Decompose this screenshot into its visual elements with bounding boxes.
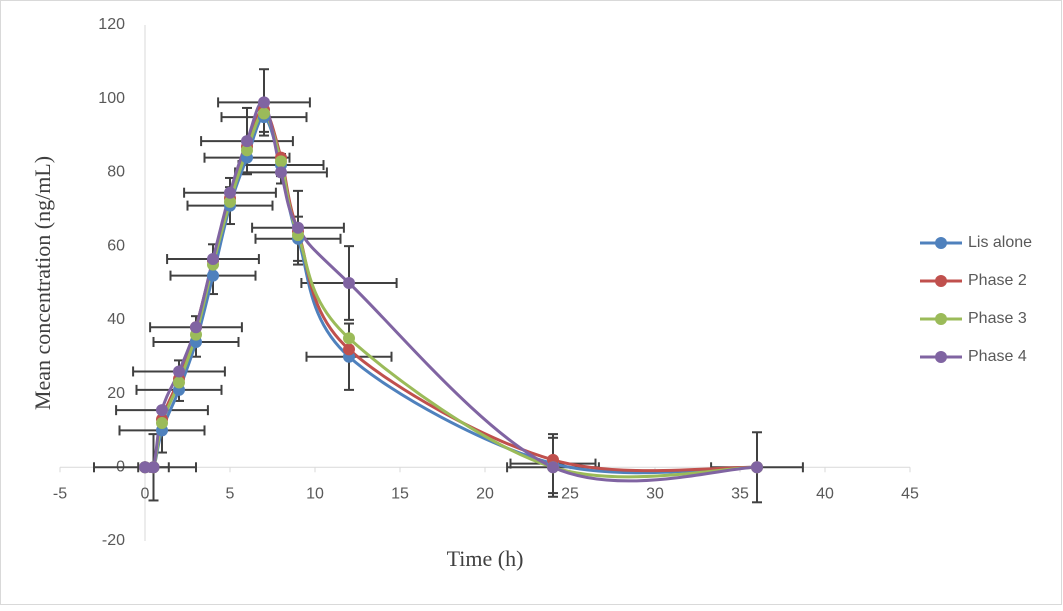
data-point [147,461,160,474]
data-point [207,269,219,282]
legend-label: Phase 2 [968,272,1027,289]
x-tick-label: -5 [53,486,67,503]
x-tick-label: 0 [141,486,150,503]
x-tick-label: 15 [391,486,409,503]
data-point [343,343,355,356]
data-point [241,135,253,148]
x-tick-label: 40 [816,486,834,503]
data-point [224,186,236,199]
y-tick-label: -20 [102,532,125,549]
data-point [139,461,151,474]
x-axis-title: Time (h) [447,546,524,571]
y-tick-label: 120 [98,16,125,33]
x-tick-label: 5 [226,486,235,503]
legend-label: Phase 4 [968,348,1027,365]
y-tick-label: 80 [107,164,125,181]
data-point [156,417,168,430]
y-tick-label: 60 [107,237,125,254]
data-point [275,155,287,168]
data-point [292,221,304,234]
y-axis-title: Mean concentration (ng/mL) [30,156,55,410]
legend-marker [935,237,947,249]
data-point [275,166,287,179]
series-line [144,115,758,475]
x-tick-label: 20 [476,486,494,503]
data-point [258,107,270,120]
y-tick-label: 20 [107,385,125,402]
data-point [190,321,202,334]
x-tick-label: 45 [901,486,919,503]
data-point [207,253,219,266]
data-point [343,332,355,345]
data-point [224,195,236,208]
series-line [144,100,758,483]
x-tick-label: 25 [561,486,579,503]
data-point [156,404,168,417]
x-tick-label: 10 [306,486,324,503]
y-tick-label: 100 [98,90,125,107]
legend-label: Phase 3 [968,310,1027,327]
data-point [173,365,185,378]
x-tick-label: 30 [646,486,664,503]
series-line [144,111,758,479]
data-point [241,144,253,157]
data-point [547,461,559,474]
data-point [343,277,355,289]
legend-label: Lis alone [968,234,1032,251]
legend-marker [935,313,947,325]
data-point [751,461,763,474]
y-tick-label: 40 [107,311,125,328]
data-point [173,376,185,389]
legend-marker [935,275,947,287]
x-tick-label: 35 [731,486,749,503]
legend-marker [935,351,947,363]
data-point [258,96,270,109]
